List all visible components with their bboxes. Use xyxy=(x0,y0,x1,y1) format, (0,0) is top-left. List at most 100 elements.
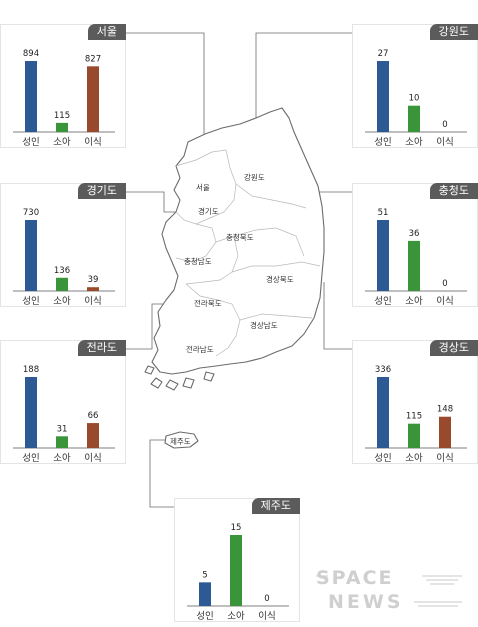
value-label: 0 xyxy=(442,279,447,289)
connector-gyeongsang xyxy=(323,282,352,350)
panel-title: 경기도 xyxy=(77,183,126,199)
value-label: 66 xyxy=(88,411,99,421)
region-label-seoul: 서울 xyxy=(196,183,210,192)
x-tick-label: 이식 xyxy=(84,453,101,464)
value-label: 27 xyxy=(378,49,389,59)
x-tick-label: 소아 xyxy=(405,453,423,464)
bar-chart: 188 성인 31 소아 66 이식 xyxy=(13,365,115,464)
value-label: 0 xyxy=(264,594,269,604)
value-label: 36 xyxy=(409,229,420,239)
bar-adult xyxy=(377,220,389,291)
logo-line1: SPACE xyxy=(316,567,394,589)
bar-transplant xyxy=(87,66,99,132)
bar-adult xyxy=(199,582,211,606)
region-labels: 서울 강원도 경기도 충청북도 충청남도 경상북도 전라북도 경상남도 전라남도… xyxy=(170,172,294,446)
region-label-gyeonggi: 경기도 xyxy=(198,206,219,216)
x-tick-label: 이식 xyxy=(436,137,453,148)
peninsula-outline xyxy=(144,107,325,449)
value-label: 5 xyxy=(202,570,207,580)
bar-child xyxy=(408,105,420,132)
spacenews-logo: SPACE NEWS xyxy=(316,567,462,613)
chart-panel-gyeongsang: 경상도 336 성인 115 소아 148 이식 xyxy=(352,340,478,464)
panel-title: 충청도 xyxy=(429,183,478,199)
bar-chart: 336 성인 115 소아 148 이식 xyxy=(365,365,467,464)
bar-child xyxy=(56,277,68,291)
x-tick-label: 이식 xyxy=(84,296,101,307)
panel-title: 경상도 xyxy=(429,340,478,356)
x-tick-label: 성인 xyxy=(374,137,391,148)
value-label: 336 xyxy=(375,365,391,375)
bar-adult xyxy=(25,377,37,448)
region-label-jeju: 제주도 xyxy=(170,437,191,446)
value-label: 730 xyxy=(23,208,39,218)
x-tick-label: 소아 xyxy=(53,296,71,307)
x-tick-label: 성인 xyxy=(22,137,39,148)
x-tick-label: 이식 xyxy=(84,137,101,148)
x-tick-label: 이식 xyxy=(436,453,453,464)
bar-chart: 894 성인 115 소아 827 이식 xyxy=(13,49,115,148)
value-label: 894 xyxy=(23,49,39,59)
chart-panel-gyeonggi: 경기도 730 성인 136 소아 39 이식 xyxy=(0,183,126,307)
logo-line2: NEWS xyxy=(328,591,404,613)
chart-panel-jeolla: 전라도 188 성인 31 소아 66 이식 xyxy=(0,340,126,464)
region-label-gyeongsangbuk: 경상북도 xyxy=(266,274,294,284)
region-label-gyeongsangnam: 경상남도 xyxy=(250,320,278,330)
x-tick-label: 소아 xyxy=(53,453,71,464)
value-label: 148 xyxy=(437,405,453,415)
region-label-chungcheongbuk: 충청북도 xyxy=(226,233,254,242)
x-tick-label: 성인 xyxy=(22,296,39,307)
value-label: 10 xyxy=(409,94,420,104)
panel-title: 서울 xyxy=(87,24,126,40)
x-tick-label: 소아 xyxy=(227,611,245,622)
value-label: 827 xyxy=(85,54,101,64)
x-tick-label: 이식 xyxy=(258,611,275,622)
region-label-jeollabuk: 전라북도 xyxy=(194,298,222,308)
chart-panel-jeju: 제주도 5 성인 15 소아 0 이식 xyxy=(174,498,300,622)
panel-title: 제주도 xyxy=(251,498,300,514)
bar-chart: 730 성인 136 소아 39 이식 xyxy=(13,208,115,307)
chart-panel-chungcheong: 충청도 51 성인 36 소아 0 이식 xyxy=(352,183,478,307)
value-label: 115 xyxy=(406,412,422,422)
value-label: 51 xyxy=(378,208,389,218)
bar-child xyxy=(408,423,420,448)
bar-adult xyxy=(377,61,389,132)
province-borders xyxy=(175,149,321,357)
region-label-jeollanam: 전라남도 xyxy=(186,344,214,354)
x-tick-label: 소아 xyxy=(405,137,423,148)
chart-panel-seoul: 서울 894 성인 115 소아 827 이식 xyxy=(0,24,126,148)
value-label: 115 xyxy=(54,111,70,121)
bar-adult xyxy=(25,61,37,132)
chart-panel-gangwon: 강원도 27 성인 10 소아 0 이식 xyxy=(352,24,478,148)
value-label: 15 xyxy=(231,523,242,533)
value-label: 39 xyxy=(88,275,99,285)
panel-title: 전라도 xyxy=(77,340,126,356)
bar-adult xyxy=(25,220,37,291)
x-tick-label: 소아 xyxy=(53,137,71,148)
value-label: 188 xyxy=(23,365,39,375)
x-tick-label: 성인 xyxy=(374,296,391,307)
bar-child xyxy=(56,436,68,448)
bar-chart: 27 성인 10 소아 0 이식 xyxy=(365,49,467,148)
x-tick-label: 이식 xyxy=(436,296,453,307)
value-label: 0 xyxy=(442,120,447,130)
bar-chart: 51 성인 36 소아 0 이식 xyxy=(365,208,467,307)
bar-transplant xyxy=(87,287,99,291)
x-tick-label: 소아 xyxy=(405,296,423,307)
x-tick-label: 성인 xyxy=(22,453,39,464)
value-label: 136 xyxy=(54,266,70,276)
value-label: 31 xyxy=(57,424,68,434)
bar-transplant xyxy=(87,423,99,448)
connector-jeju xyxy=(149,439,178,508)
region-label-chungcheongnam: 충청남도 xyxy=(184,257,212,266)
x-tick-label: 성인 xyxy=(374,453,391,464)
x-tick-label: 성인 xyxy=(196,611,213,622)
panel-title: 강원도 xyxy=(429,24,478,40)
bar-transplant xyxy=(439,416,451,448)
bar-child xyxy=(408,240,420,291)
bar-child xyxy=(56,122,68,132)
bar-chart: 5 성인 15 소아 0 이식 xyxy=(187,523,289,622)
bar-child xyxy=(230,535,242,606)
bar-adult xyxy=(377,377,389,448)
region-label-gangwon: 강원도 xyxy=(244,172,265,182)
